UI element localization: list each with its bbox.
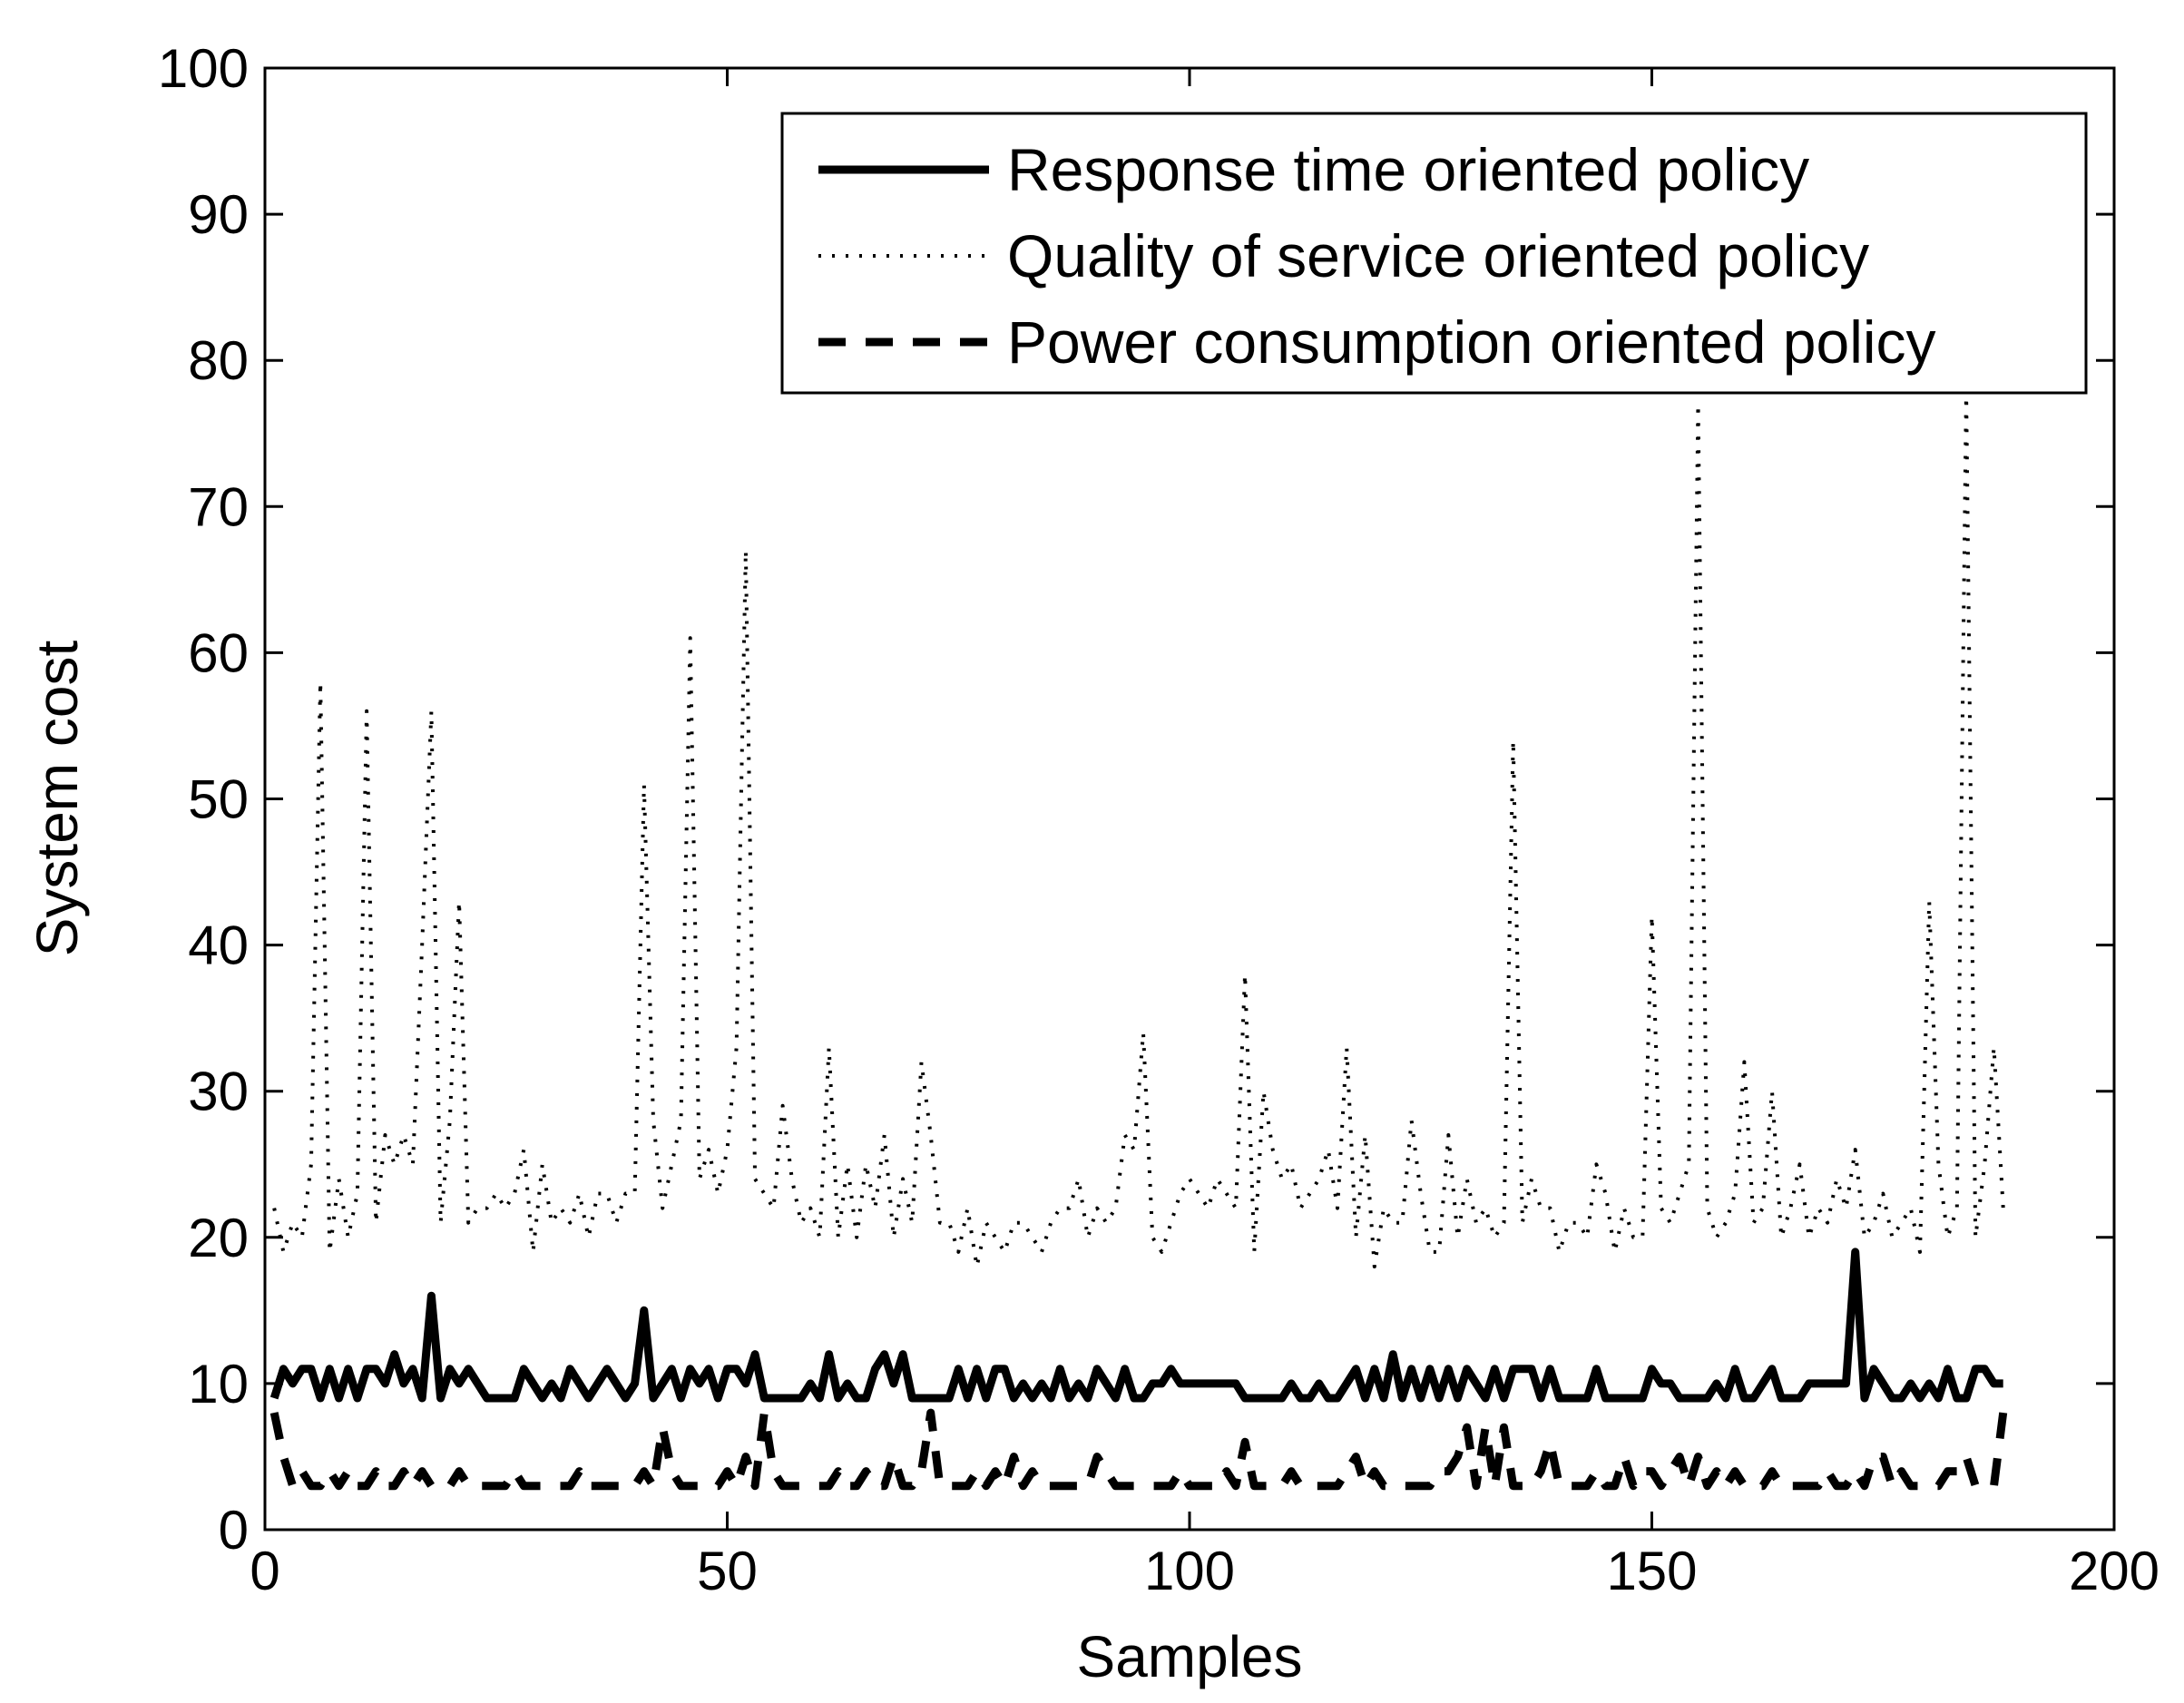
y-tick-label: 0: [219, 1500, 249, 1561]
y-tick-label: 80: [188, 330, 249, 391]
y-tick-label: 100: [158, 38, 249, 99]
x-tick-label: 200: [2069, 1541, 2160, 1601]
ticks-layer: 0 50 100 150 200 0 10 20 30 40 50 60 70 80 90 100: [158, 38, 2160, 1601]
y-tick-label: 60: [188, 622, 249, 683]
legend-label-response-time: Response time oriented policy: [1007, 136, 1809, 203]
y-tick-label: 50: [188, 769, 249, 830]
y-axis-label: System cost: [24, 641, 90, 957]
y-tick-label: 20: [188, 1208, 249, 1268]
y-tick-label: 10: [188, 1354, 249, 1414]
series-line-response-time-oriented-policy: [269, 1248, 2003, 1403]
y-tick-label: 30: [188, 1062, 249, 1122]
x-axis-label: Samples: [1077, 1624, 1303, 1689]
y-tick-label: 40: [188, 915, 249, 976]
x-tick-label: 0: [250, 1541, 279, 1601]
x-tick-label: 100: [1144, 1541, 1235, 1601]
series-layer: [269, 387, 2008, 1491]
series-line-power-consumption-oriented-policy: [269, 1408, 2008, 1491]
legend: Response time oriented policy Quality of…: [780, 112, 2088, 395]
x-tick-label: 50: [697, 1541, 758, 1601]
y-tick-label: 90: [188, 184, 249, 245]
y-tick-label: 70: [188, 476, 249, 537]
series-line-quality-of-service-oriented-policy: [272, 387, 2005, 1268]
legend-box: [780, 112, 2088, 395]
x-tick-label: 150: [1606, 1541, 1697, 1601]
legend-label-quality-of-service: Quality of service oriented policy: [1007, 222, 1869, 289]
legend-label-power-consumption: Power consumption oriented policy: [1007, 308, 1936, 376]
